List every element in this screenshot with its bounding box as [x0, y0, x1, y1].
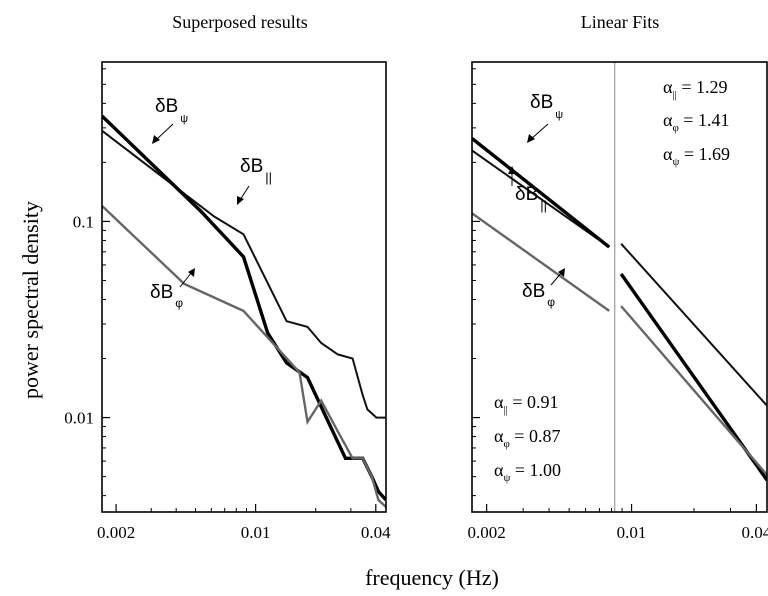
right-annot-dbphi-arrowhead	[558, 268, 565, 277]
right-xtick-label: 0.01	[617, 523, 647, 542]
svg-text:δB||: δB||	[240, 156, 272, 185]
alpha-low-psi: αψ = 1.00	[494, 460, 561, 484]
svg-text:δBψ: δBψ	[530, 92, 563, 121]
right-series-group	[472, 137, 767, 482]
right-plot-frame	[471, 61, 768, 513]
right-panel: 0.002 0.01 0.04 α|| = 1.29 αφ = 1.41 αψ = …	[468, 61, 768, 542]
alpha-low-block: α|| = 0.91 αφ = 0.87 αψ = 1.00	[494, 392, 561, 484]
right-annotation-dBphi: δB φ	[522, 268, 565, 309]
alpha-high-phi: αφ = 1.41	[663, 110, 729, 134]
alpha-low-par: α|| = 0.91	[494, 392, 559, 416]
right-annot-dbpsi-arrow	[530, 123, 549, 140]
right-low-fit-line-1	[472, 137, 611, 249]
left-xtick-label: 0.04	[361, 523, 391, 542]
right-high-fit-line-0	[620, 243, 767, 407]
right-annot-dbphi-sub: φ	[547, 295, 555, 309]
right-annot-dbphi-base: δB	[522, 281, 545, 302]
left-annot-dbpar-arrow	[239, 185, 250, 201]
right-panel-title: Linear Fits	[581, 12, 660, 32]
left-annot-dbpsi-sub: ψ	[180, 113, 188, 125]
left-annot-dbphi-arrowhead	[188, 268, 195, 277]
y-axis-label: power spectral density	[18, 201, 43, 399]
right-annot-dbpar-base: δB	[515, 184, 538, 205]
left-annotation-dBphi: δB φ	[150, 268, 195, 310]
right-annot-dbphi-arrow	[550, 271, 563, 286]
left-annot-dbpar-base: δB	[240, 156, 263, 177]
left-annot-dbpar-arrowhead	[237, 196, 244, 205]
left-annot-dbpsi-arrowhead	[152, 135, 160, 144]
left-series-line-0	[102, 129, 386, 419]
left-ytick-label: 0.01	[64, 409, 94, 428]
right-annot-dbpar-arrowhead	[508, 166, 516, 174]
alpha-high-psi: αψ = 1.69	[663, 144, 730, 168]
right-annot-dbpsi-arrowhead	[527, 134, 535, 143]
svg-text:δB||: δB||	[515, 184, 547, 213]
right-high-fit-line-2	[620, 305, 767, 476]
left-xtick-label: 0.002	[97, 523, 135, 542]
svg-text:δBφ: δB φ	[522, 281, 555, 309]
alpha-high-block: α|| = 1.29 αφ = 1.41 αψ = 1.69	[663, 77, 730, 168]
alpha-low-phi: αφ = 0.87	[494, 426, 560, 450]
left-plot-frame	[101, 61, 387, 513]
svg-text:δBψ: δBψ	[155, 96, 188, 125]
left-ticks: 0.002 0.01 0.04 0.01 0.1	[64, 68, 391, 542]
right-annot-dbpar-sub: ||	[540, 198, 547, 213]
left-annot-dbpsi-arrow	[155, 123, 174, 141]
left-annotation-dBpar: δB||	[237, 156, 272, 205]
left-annot-dbphi-arrow	[179, 271, 193, 288]
right-annotation-dBpsi: δBψ	[527, 92, 563, 143]
left-series-line-2	[102, 205, 386, 508]
right-annot-dbpsi-base: δB	[530, 92, 553, 113]
left-panel: 0.002 0.01 0.040.010.1 δBψ δB|| δB φ	[64, 61, 391, 542]
x-axis-label: frequency (Hz)	[365, 565, 499, 590]
left-annot-dbpsi-base: δB	[155, 96, 178, 117]
right-xtick-label: 0.002	[468, 523, 506, 542]
right-annot-dbpsi-sub: ψ	[555, 109, 563, 121]
left-annot-dbpar-sub: ||	[265, 170, 272, 185]
left-annot-dbphi-sub: φ	[175, 296, 183, 310]
right-annotation-dBpar: δB||	[508, 166, 547, 213]
left-ytick-label: 0.1	[73, 212, 94, 231]
left-annot-dbphi-base: δB	[150, 282, 173, 303]
left-series-group	[102, 114, 386, 508]
left-panel-title: Superposed results	[172, 12, 307, 32]
left-annotation-dBpsi: δBψ	[152, 96, 188, 144]
alpha-high-par: α|| = 1.29	[663, 77, 728, 101]
right-low-fit-line-2	[472, 212, 610, 312]
right-xtick-label: 0.04	[742, 523, 768, 542]
left-xtick-label: 0.01	[241, 523, 271, 542]
svg-text:δBφ: δB φ	[150, 282, 183, 310]
